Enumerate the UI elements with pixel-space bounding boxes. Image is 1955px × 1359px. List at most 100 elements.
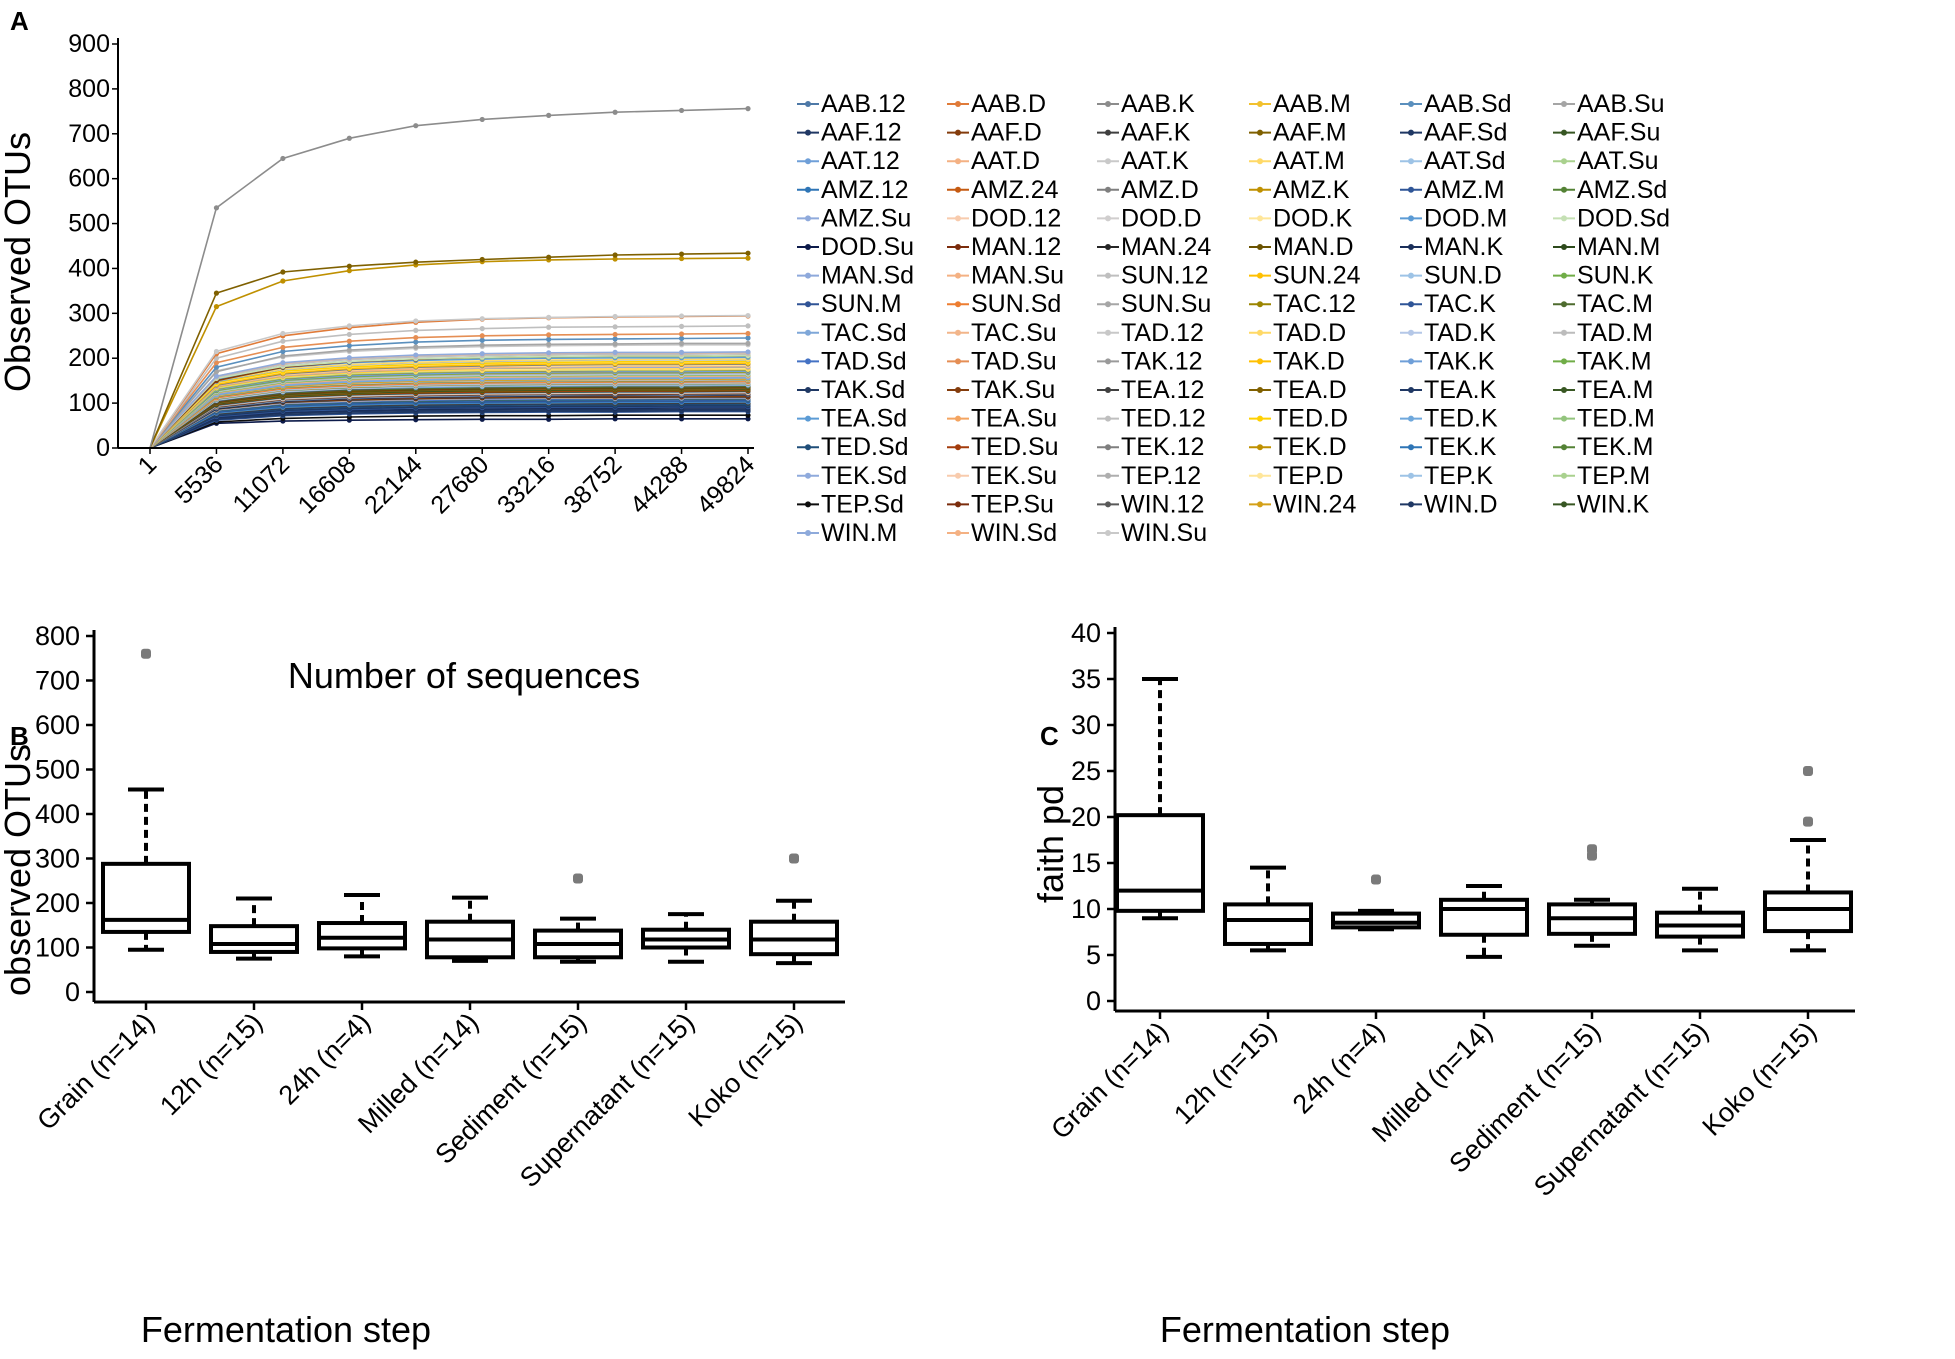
legend-item-amz-m: AMZ.M [1400,176,1505,204]
legend-swatch-dot [805,444,811,451]
panel-a-x-tick-label: 27680 [425,450,494,519]
legend-label: AMZ.Su [821,204,911,232]
series-point-aaf-m [546,254,552,260]
x-tick-label: Grain (n=14) [31,1007,160,1136]
legend-label: TAK.D [1273,347,1345,375]
legend-swatch-dot [955,129,961,136]
legend-swatch-dot [1105,358,1111,365]
panel-b-box-koko-n-15: Koko (n=15) [682,853,839,1133]
legend-label: TEP.Sd [821,490,904,518]
series-line-aab-k [149,107,749,449]
legend-item-man-12: MAN.12 [947,233,1061,261]
panel-c-y-tick-label: 15 [1071,848,1101,878]
legend-swatch-dot [1105,301,1111,308]
legend-label: MAN.24 [1121,233,1211,261]
legend-item-tea-12: TEA.12 [1097,376,1204,404]
legend-label: AAB.12 [821,90,906,118]
box-iqr [1331,911,1421,930]
x-tick-label: Grain (n=14) [1045,1016,1174,1145]
legend-label: MAN.Sd [821,262,914,290]
legend-swatch-dot [1561,186,1567,193]
series-point-amz-k [745,255,751,261]
legend-label: MAN.12 [971,233,1061,261]
panel-a-y-tick-label: 700 [68,120,110,148]
legend-label: AMZ.D [1121,176,1199,204]
panel-b-y-tick-label: 0 [65,977,80,1007]
legend-swatch-dot [805,158,811,165]
legend-label: DOD.Su [821,233,914,261]
series-point-aab-sd [678,335,685,342]
legend-item-win-su: WIN.Su [1097,519,1207,547]
series-point-dod-su [612,416,618,422]
panel-a-y-tick-label: 800 [68,75,110,103]
legend-item-tad-sd: TAD.Sd [797,347,907,375]
legend-swatch-dot [1257,186,1263,193]
legend-item-ted-m: TED.M [1553,405,1655,433]
legend-item-tek-d: TEK.D [1249,433,1347,461]
legend-item-tac-12: TAC.12 [1249,290,1356,318]
legend-swatch-dot [1105,101,1111,107]
legend-label: AAB.M [1273,90,1351,118]
legend-label: TEK.K [1424,433,1497,461]
legend-label: TAD.M [1577,319,1653,347]
panel-b-y-tick-label: 400 [35,799,80,829]
legend-item-tak-sd: TAK.Sd [797,376,905,404]
legend-swatch-dot [1561,358,1567,365]
legend-swatch-dot [1561,329,1567,336]
series-point-aaf-m [678,251,685,257]
series-point-aab-k [546,112,552,118]
legend-label: TEA.K [1424,376,1497,404]
legend-swatch-dot [1408,387,1414,393]
legend-swatch-dot [1408,129,1414,136]
series-point-amz-k [280,278,286,284]
series-line-aaf-m [149,252,749,449]
panel-b-y-tick-label: 600 [35,710,80,740]
legend-item-tea-sd: TEA.Sd [797,405,907,433]
panel-a-y-tick-label: 900 [68,30,110,58]
legend-label: SUN.24 [1273,262,1361,290]
legend-swatch-dot [1257,101,1263,107]
legend-swatch-dot [1257,415,1263,422]
series-point-aab-su [346,347,352,353]
box-iqr [317,921,407,951]
series-point-aat-k [413,318,419,324]
panel-a-y-tick-label: 100 [68,389,110,417]
legend-swatch-dot [805,129,811,136]
series-point-aab-sd [479,337,485,343]
panel-b-y-tick-label: 800 [35,621,80,651]
series-line-tak-sd [149,404,748,449]
legend-item-tep-sd: TEP.Sd [797,490,904,518]
legend-label: TAK.Sd [821,376,905,404]
outlier-point [1587,844,1597,855]
panel-a-y-axis-label: Observed OTUs [0,132,38,392]
panel-c-y-tick-label: 25 [1071,756,1101,786]
legend-swatch-dot [1561,215,1567,222]
series-line-man-su [149,365,749,449]
legend-swatch-dot [1408,472,1414,479]
legend-swatch-dot [805,329,811,336]
series-point-sun-12 [213,355,220,361]
outlier-point [141,648,151,659]
series-point-sun-12 [346,331,352,338]
legend-item-tek-12: TEK.12 [1097,433,1204,461]
legend-item-aab-m: AAB.M [1249,90,1351,118]
legend-swatch-dot [955,215,961,222]
legend-label: AAF.Sd [1424,119,1507,147]
outlier-point [1803,766,1813,776]
panel-a-y-tick-label: 600 [68,165,110,193]
outlier-point [789,853,799,864]
legend-item-tac-sd: TAC.Sd [797,319,907,347]
legend-label: AMZ.M [1424,176,1505,204]
legend-item-win-sd: WIN.Sd [947,519,1057,547]
legend-label: WIN.M [821,519,897,547]
panel-c-y-tick-label: 40 [1071,618,1101,648]
panel-c-y-tick-label: 35 [1071,664,1101,694]
panel-b-y-tick-label: 300 [35,844,80,874]
x-tick-label: Koko (n=15) [682,1007,808,1133]
legend-item-aab-su: AAB.Su [1553,90,1665,118]
legend-label: WIN.24 [1273,490,1356,518]
series-point-amz-su [479,351,485,357]
series-point-amz-su [346,355,352,361]
legend-swatch-dot [1105,415,1111,422]
series-aab-k [149,106,751,449]
